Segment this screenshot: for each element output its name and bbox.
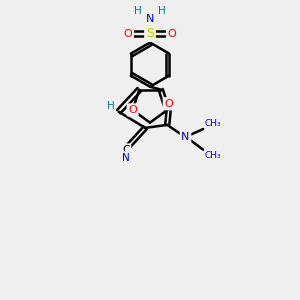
Text: CH₃: CH₃ — [205, 118, 221, 127]
Text: N: N — [146, 14, 154, 24]
Text: H: H — [158, 6, 166, 16]
Text: O: O — [124, 29, 132, 39]
Text: O: O — [168, 29, 176, 39]
Text: O: O — [128, 105, 137, 115]
Text: H: H — [106, 101, 114, 111]
Text: N: N — [122, 153, 130, 163]
Text: N: N — [181, 132, 190, 142]
Text: O: O — [164, 99, 173, 109]
Text: H: H — [134, 6, 142, 16]
Text: CH₃: CH₃ — [205, 151, 221, 160]
Text: S: S — [146, 27, 154, 40]
Text: C: C — [122, 145, 130, 155]
